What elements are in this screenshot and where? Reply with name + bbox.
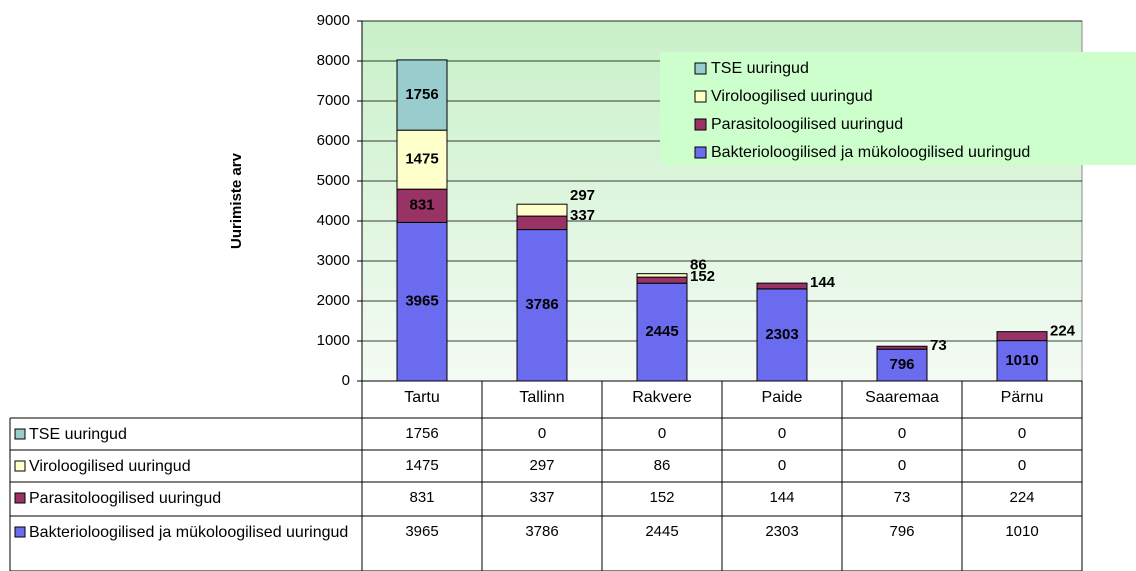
- x-tick-label: Tartu: [404, 389, 440, 406]
- table-value: 73: [894, 489, 911, 506]
- bar-segment: [996, 331, 1048, 342]
- table-swatch: [14, 492, 26, 504]
- table-value: 0: [778, 425, 786, 442]
- table-value: 2445: [645, 523, 678, 540]
- data-label: 831: [409, 197, 434, 214]
- bar-segment: [516, 203, 568, 217]
- x-tick-label: Rakvere: [632, 389, 692, 406]
- legend-label: Parasitoloogilised uuringud: [711, 116, 903, 133]
- table-value: 0: [898, 425, 906, 442]
- bar-segment: [756, 282, 808, 290]
- table-value: 0: [778, 457, 786, 474]
- bar-segment: [396, 129, 448, 190]
- table-row-label: Bakterioloogilised ja mükoloogilised uur…: [29, 524, 349, 541]
- table-value: 0: [658, 425, 666, 442]
- data-label: 2445: [645, 323, 678, 340]
- bar-segment: [636, 276, 688, 284]
- table-value: 831: [409, 489, 434, 506]
- y-axis-title: Uurimiste arv: [228, 152, 245, 249]
- y-tick-label: 6000: [317, 132, 350, 149]
- y-tick-label: 0: [342, 372, 350, 389]
- bar-segment: [396, 188, 448, 223]
- legend-swatch: [694, 62, 707, 75]
- table-value: 86: [654, 457, 671, 474]
- y-tick-label: 4000: [317, 212, 350, 229]
- table-row-label: Viroloogilised uuringud: [29, 458, 191, 475]
- legend-box: [660, 52, 1136, 165]
- table-row-label-text: Parasitoloogilised uuringud: [29, 490, 222, 507]
- y-tick-label: 2000: [317, 292, 350, 309]
- data-label: 73: [930, 337, 947, 354]
- x-tick-label: Saaremaa: [865, 389, 939, 406]
- table-value: 3965: [405, 523, 438, 540]
- data-label: 224: [1050, 323, 1076, 340]
- data-label: 1475: [405, 151, 438, 168]
- y-tick-label: 8000: [317, 52, 350, 69]
- table-value: 337: [529, 489, 554, 506]
- bar-segment: [396, 59, 448, 131]
- x-tick-label: Paide: [762, 389, 803, 406]
- table-row-label-text: Viroloogilised uuringud: [29, 458, 191, 475]
- y-tick-label: 1000: [317, 332, 350, 349]
- legend-swatch: [694, 90, 707, 103]
- data-label: 337: [570, 207, 595, 224]
- legend-swatch: [694, 146, 707, 159]
- table-value: 144: [769, 489, 794, 506]
- bar-segment: [396, 221, 448, 382]
- table-row-label-text: TSE uuringud: [29, 426, 127, 443]
- table-swatch: [14, 460, 26, 472]
- table-value: 0: [1018, 457, 1026, 474]
- data-label: 86: [690, 257, 707, 274]
- table-value: 152: [649, 489, 674, 506]
- table-value: 0: [538, 425, 546, 442]
- y-tick-label: 9000: [317, 12, 350, 29]
- data-label: 3965: [405, 293, 438, 310]
- table-value: 1475: [405, 457, 438, 474]
- bar-segment: [636, 282, 688, 382]
- table-value: 0: [1018, 425, 1026, 442]
- table-row-label: TSE uuringud: [29, 426, 127, 443]
- table-value: 1010: [1005, 523, 1038, 540]
- table-swatch: [14, 428, 26, 440]
- legend-label: TSE uuringud: [711, 60, 809, 77]
- y-tick-label: 5000: [317, 172, 350, 189]
- table-row-label: Parasitoloogilised uuringud: [29, 490, 222, 507]
- data-label: 152: [690, 268, 715, 285]
- table-swatch: [14, 526, 26, 538]
- table-value: 224: [1009, 489, 1034, 506]
- data-label: 796: [889, 356, 914, 373]
- data-label: 297: [570, 187, 595, 204]
- y-tick-label: 3000: [317, 252, 350, 269]
- data-label: 3786: [525, 296, 558, 313]
- data-label: 1756: [405, 86, 438, 103]
- data-label: 2303: [765, 326, 798, 343]
- legend-swatch: [694, 118, 707, 131]
- x-tick-label: Pärnu: [1001, 389, 1044, 406]
- legend-label: Viroloogilised uuringud: [711, 88, 873, 105]
- table-value: 0: [898, 457, 906, 474]
- data-label: 1010: [1005, 352, 1038, 369]
- table-value: 297: [529, 457, 554, 474]
- x-tick-label: Tallinn: [519, 389, 564, 406]
- table-row-label-text: Bakterioloogilised ja mükoloogilised uur…: [29, 524, 349, 541]
- table-value: 796: [889, 523, 914, 540]
- bar-segment: [516, 215, 568, 231]
- table-value: 1756: [405, 425, 438, 442]
- table-value: 2303: [765, 523, 798, 540]
- bar-segment: [876, 345, 928, 350]
- bar-segment: [636, 273, 688, 278]
- y-tick-label: 7000: [317, 92, 350, 109]
- table-value: 3786: [525, 523, 558, 540]
- legend-label: Bakterioloogilised ja mükoloogilised uur…: [711, 144, 1030, 161]
- data-label: 144: [810, 274, 836, 291]
